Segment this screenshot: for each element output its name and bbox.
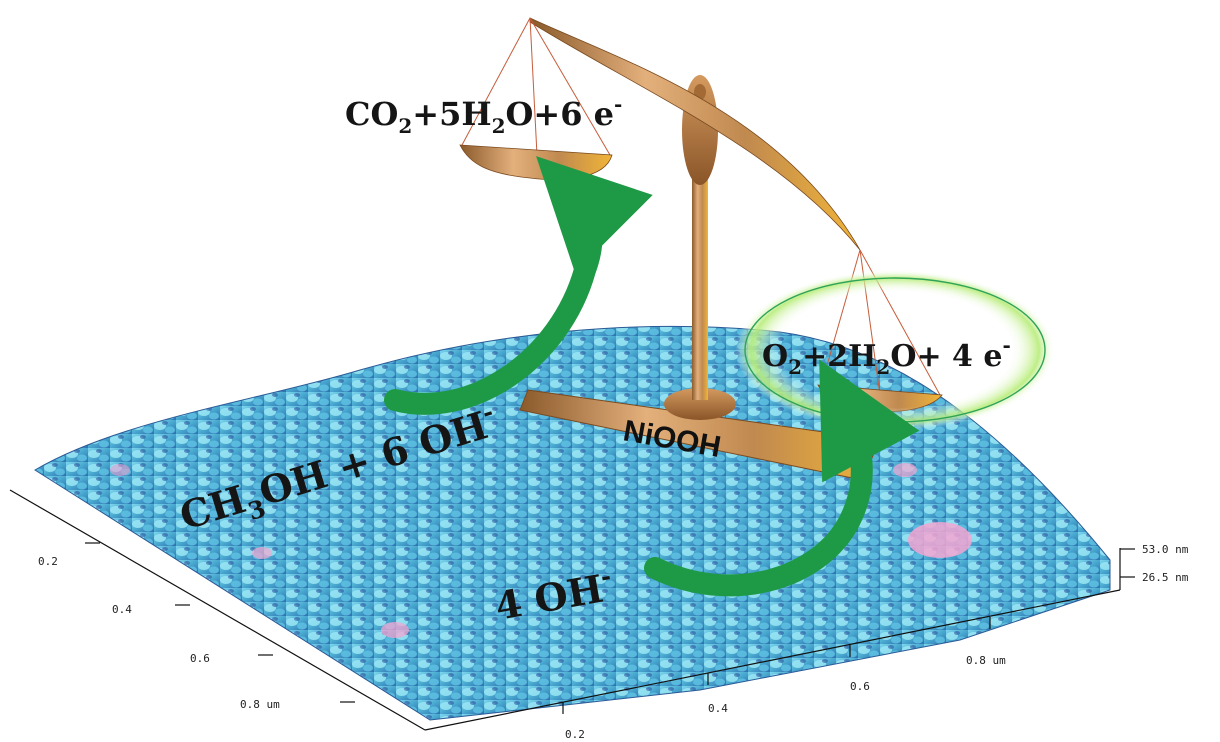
front-tick-label: 0.4 [708,702,728,715]
top-pan-equation: CO2+5H2O+6 e- [345,92,622,138]
front-tick-label: 0.6 [850,680,870,693]
scale-beam [529,17,861,251]
front-tick-label: 0.2 [565,728,585,741]
left-tick-label: 0.2 [38,555,58,568]
left-pan-strings [461,17,611,156]
left-pan [459,144,613,180]
z-tick-label: 26.5 nm [1142,571,1189,584]
left-tick-label: 0.4 [112,603,132,616]
methanol-oxidation-arrow [384,156,653,415]
afm-axes [9,489,1135,731]
reaction-arrows [384,156,920,597]
oxygen-evolution-arrow [644,359,920,597]
left-tick-label: 0.8 um [240,698,280,711]
front-axis-ticks: 0.2 0.4 0.6 0.8 um [565,654,1006,741]
z-tick-label: 53.0 nm [1142,543,1189,556]
front-tick-label: 0.8 um [966,654,1006,667]
right-pan-equation: O2+2H2O+ 4 e- [762,333,1011,379]
scale-pillar [692,160,708,400]
left-axis-line [9,489,426,731]
front-axis-line [424,589,1121,731]
left-tick-label: 0.6 [190,652,210,665]
z-axis-ticks: 53.0 nm 26.5 nm [1142,543,1189,584]
left-axis-ticks: 0.2 0.4 0.6 0.8 um [38,555,280,711]
